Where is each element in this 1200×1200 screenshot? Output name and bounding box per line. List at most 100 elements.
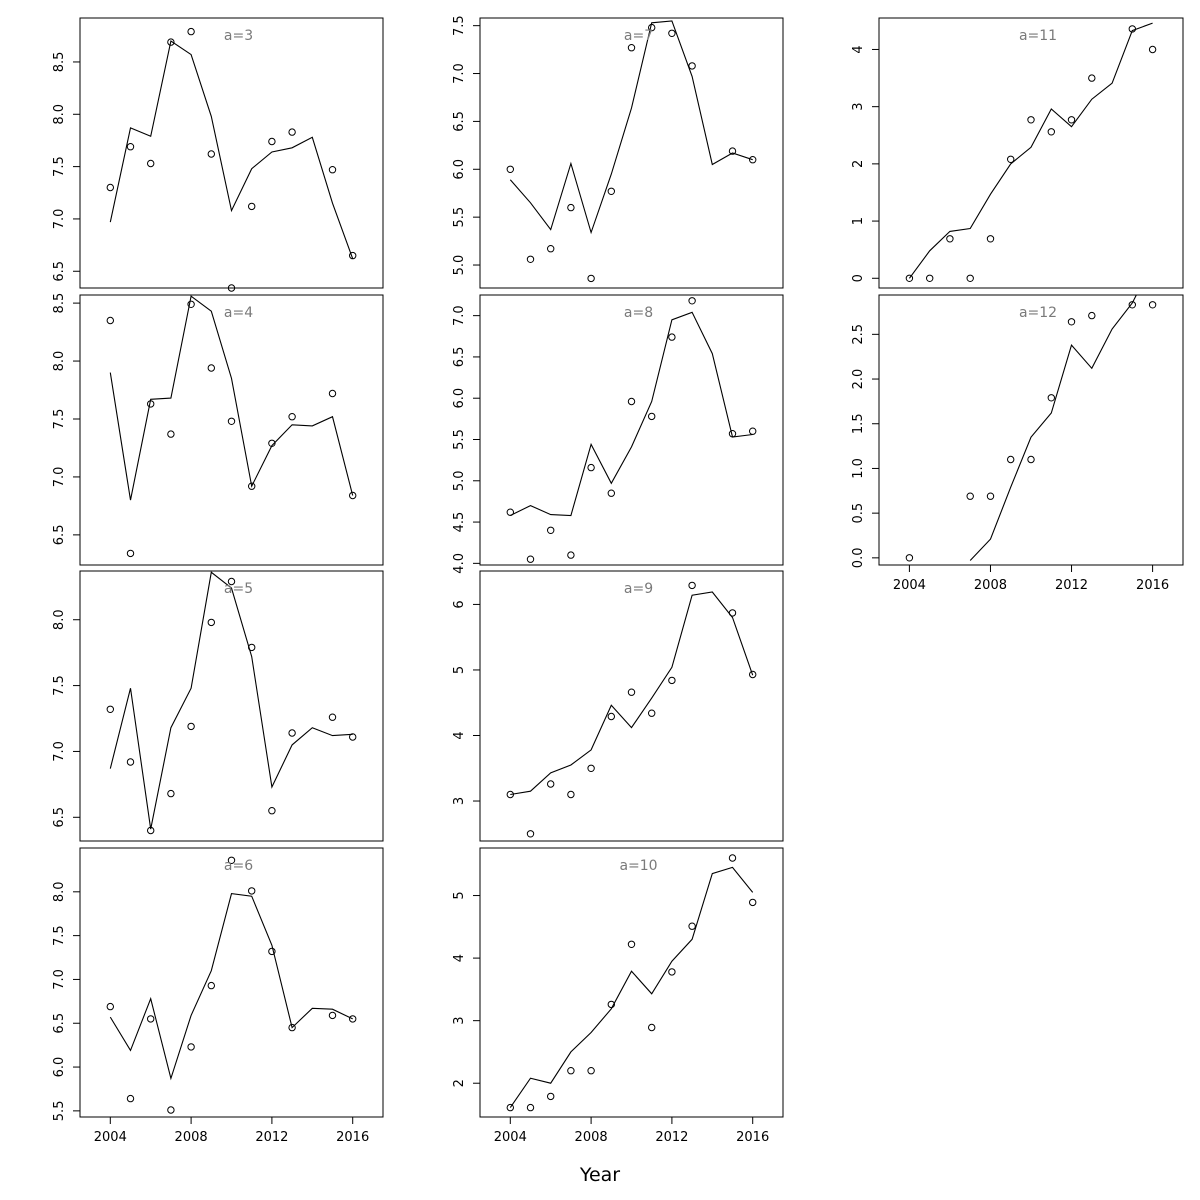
data-point xyxy=(526,830,535,838)
y-tick-label: 7.5 xyxy=(52,925,67,946)
y-tick-label: 5.5 xyxy=(452,429,467,450)
data-point xyxy=(1067,116,1076,124)
panel-label: a=12 xyxy=(1019,305,1057,321)
data-point xyxy=(328,166,337,174)
data-point xyxy=(167,1106,175,1114)
data-point xyxy=(526,1103,535,1112)
data-point xyxy=(268,807,276,815)
data-point xyxy=(349,491,357,500)
data-point xyxy=(1007,155,1015,164)
panel-a=4: 6.5 7.0 7.5 8.0 8.5 a=4 xyxy=(52,293,384,566)
data-point xyxy=(1128,25,1137,33)
y-axis: 4.0 4.5 5.0 5.5 6.0 6.5 7.0 xyxy=(452,305,480,574)
data-point xyxy=(147,400,155,408)
data-point xyxy=(106,1002,115,1011)
data-point xyxy=(547,780,555,788)
data-point xyxy=(126,758,135,766)
panel-label: a=5 xyxy=(224,581,253,597)
fitted-line xyxy=(908,22,1153,279)
plot-frame xyxy=(479,847,784,1118)
y-tick-label: 7.5 xyxy=(52,409,67,430)
y-tick-label: 4 xyxy=(452,954,467,962)
data-point xyxy=(106,183,115,192)
data-point xyxy=(248,643,256,652)
y-tick-label: 5.5 xyxy=(452,207,467,228)
data-point xyxy=(526,555,535,563)
data-point xyxy=(627,940,636,948)
y-tick-label: 3 xyxy=(452,1017,467,1025)
data-point xyxy=(648,412,656,421)
data-point xyxy=(1027,455,1035,464)
y-tick-label: 6.0 xyxy=(452,159,467,180)
x-axis: 2004 2008 2012 2016 xyxy=(494,1117,769,1145)
y-tick-label: 0 xyxy=(851,274,866,282)
plot-frame xyxy=(479,294,784,566)
data-point xyxy=(506,790,514,799)
data-point xyxy=(905,274,914,282)
data-point xyxy=(147,159,155,168)
y-axis: 6.5 7.0 7.5 8.0 8.5 xyxy=(52,293,80,545)
data-point xyxy=(1047,128,1056,136)
x-tick-label: 2012 xyxy=(255,1130,288,1145)
data-point xyxy=(688,297,696,305)
y-axis: 2 3 4 5 xyxy=(452,891,480,1087)
y-tick-label: 8.5 xyxy=(52,293,67,314)
data-point xyxy=(106,705,115,713)
panel-label: a=6 xyxy=(224,858,253,874)
data-point xyxy=(227,856,236,864)
y-tick-label: 2.5 xyxy=(851,324,866,345)
y-axis: 6.5 7.0 7.5 8.0 8.5 xyxy=(52,52,80,282)
data-point xyxy=(749,898,757,907)
y-tick-label: 5.5 xyxy=(52,1101,67,1122)
data-point xyxy=(187,1043,195,1051)
data-point xyxy=(749,670,757,679)
data-point xyxy=(268,947,276,956)
y-tick-label: 0.0 xyxy=(851,548,866,569)
data-point xyxy=(728,430,737,438)
y-axis: 6.5 7.0 7.5 8.0 xyxy=(52,609,80,828)
y-tick-label: 6.5 xyxy=(52,261,67,282)
data-point xyxy=(627,688,636,696)
y-tick-label: 8.0 xyxy=(52,609,67,630)
data-point xyxy=(207,618,216,627)
x-tick-label: 2008 xyxy=(575,1130,608,1145)
panel-label: a=3 xyxy=(224,28,253,44)
data-point xyxy=(227,417,236,425)
data-point xyxy=(627,397,636,406)
y-tick-label: 7.0 xyxy=(52,969,67,990)
data-point xyxy=(506,508,514,516)
fitted-line xyxy=(509,20,753,235)
data-point xyxy=(167,789,175,798)
y-tick-label: 1 xyxy=(851,217,866,225)
data-point xyxy=(607,1000,615,1009)
data-point xyxy=(986,235,995,243)
y-tick-label: 5.0 xyxy=(452,470,467,491)
data-point xyxy=(587,274,595,283)
panel-label: a=11 xyxy=(1019,28,1057,44)
y-tick-label: 7.0 xyxy=(52,209,67,230)
data-point xyxy=(547,245,555,253)
panel-a=3: 6.5 7.0 7.5 8.0 8.5 a=3 xyxy=(52,17,384,292)
plot-frame xyxy=(479,570,784,842)
panel-a=12: 0.0 0.5 1.0 1.5 2.0 2.5 2004 2008 2012 2016 a=12 xyxy=(851,294,1184,593)
data-point xyxy=(587,1067,595,1075)
data-point xyxy=(1067,318,1076,326)
panel-label: a=4 xyxy=(224,305,253,321)
data-point xyxy=(668,29,676,37)
fitted-line xyxy=(109,571,353,830)
data-point xyxy=(1027,116,1035,124)
data-point xyxy=(688,62,696,70)
x-tick-label: 2016 xyxy=(736,1130,769,1145)
data-point xyxy=(668,968,676,976)
y-tick-label: 3 xyxy=(851,103,866,111)
panel-a=6: 5.5 6.0 6.5 7.0 7.5 8.0 2004 2008 2012 2016 a=6 xyxy=(52,847,384,1145)
y-axis: 0 1 2 3 4 xyxy=(851,45,879,282)
data-point xyxy=(248,202,256,211)
data-point xyxy=(668,333,676,341)
data-point xyxy=(268,439,276,447)
y-tick-label: 2 xyxy=(452,1079,467,1087)
data-point xyxy=(1148,301,1157,309)
y-axis: 0.0 0.5 1.0 1.5 2.0 2.5 xyxy=(851,324,879,568)
data-point xyxy=(567,203,575,212)
